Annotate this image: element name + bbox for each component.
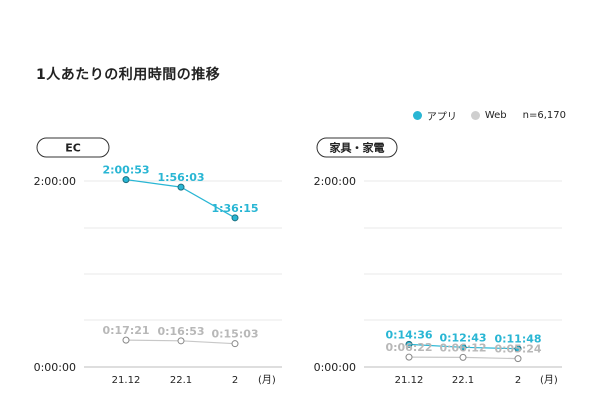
x-tick-label: 22.1 xyxy=(452,375,474,386)
legend-web-label: Web xyxy=(484,110,507,121)
data-label-app: 1:56:03 xyxy=(157,171,204,184)
data-label-web: 0:06:12 xyxy=(439,341,486,354)
legend-app-swatch xyxy=(412,111,422,120)
x-axis-unit: (月) xyxy=(540,374,558,386)
data-label-app: 0:14:36 xyxy=(385,328,432,341)
chart-title-pill xyxy=(316,137,398,158)
data-label-app: 2:00:53 xyxy=(102,164,149,177)
data-label-app: 1:36:15 xyxy=(211,202,258,215)
data-point-web xyxy=(231,340,239,348)
page-title: 1人あたりの利用時間の推移 xyxy=(36,67,221,83)
data-point-web xyxy=(122,336,130,344)
data-point-web xyxy=(405,353,413,361)
data-point-web xyxy=(459,353,467,361)
x-tick-label: 21.12 xyxy=(112,375,141,386)
data-label-web: 0:06:22 xyxy=(385,341,432,354)
data-point-app xyxy=(122,176,130,184)
x-tick-label: 2 xyxy=(515,375,521,386)
chart-title: 家具・家電 xyxy=(330,141,385,155)
x-tick-label: 22.1 xyxy=(170,375,192,386)
legend-item-app: アプリ xyxy=(412,108,457,123)
data-label-app: 0:12:43 xyxy=(439,331,486,344)
y-tick-label: 0:00:00 xyxy=(314,361,356,374)
data-label-app: 0:11:48 xyxy=(494,333,541,346)
sample-size: n=6,170 xyxy=(522,110,566,121)
data-label-web: 0:05:24 xyxy=(494,343,541,356)
data-point-app xyxy=(514,345,522,353)
data-point-web xyxy=(177,337,185,345)
legend-web-swatch xyxy=(470,111,480,120)
legend-app-label: アプリ xyxy=(426,112,457,123)
y-tick-label: 2:00:00 xyxy=(34,175,76,188)
data-point-app xyxy=(231,214,239,222)
legend-item-web: Web xyxy=(470,110,507,121)
legend: アプリ Web n=6,170 xyxy=(412,108,566,123)
x-tick-label: 2 xyxy=(232,375,238,386)
data-label-web: 0:17:21 xyxy=(102,324,149,337)
data-point-app xyxy=(459,343,467,351)
y-tick-label: 0:00:00 xyxy=(34,361,76,374)
data-point-web xyxy=(514,355,522,363)
chart-title: EC xyxy=(65,142,81,155)
data-point-app xyxy=(405,340,413,348)
data-label-web: 0:16:53 xyxy=(157,325,204,338)
chart-title-pill xyxy=(36,137,110,158)
y-tick-label: 2:00:00 xyxy=(314,175,356,188)
data-point-app xyxy=(177,183,185,191)
data-label-web: 0:15:03 xyxy=(211,328,258,341)
x-axis-unit: (月) xyxy=(258,374,276,386)
x-tick-label: 21.12 xyxy=(395,375,424,386)
